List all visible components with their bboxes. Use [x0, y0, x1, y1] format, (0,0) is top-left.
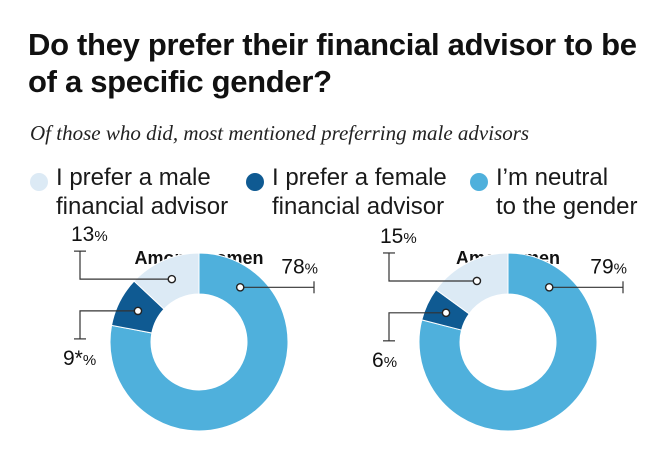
female-women-value-label: 9*% — [63, 347, 96, 370]
legend-swatch-neutral — [470, 173, 488, 191]
legend-item-female: I prefer a female financial advisor — [246, 163, 447, 221]
leader-male-men — [388, 252, 477, 282]
slice-neutral-women — [109, 252, 289, 432]
leader-male-women — [79, 251, 172, 280]
legend-label-female: I prefer a female financial advisor — [272, 164, 447, 220]
neutral-men-value-label: 79% — [590, 255, 627, 278]
leader-dot-male-men — [472, 276, 482, 286]
legend-label-male: I prefer a male financial advisor — [56, 164, 229, 220]
legend-label-neutral: I’m neutral to the gender — [496, 164, 638, 220]
slice-male-women — [133, 252, 200, 310]
leader-female-men — [388, 312, 447, 341]
neutral-women-value-label: 78% — [281, 255, 318, 278]
leader-dot-male-women — [167, 274, 177, 284]
chart-title: Do they prefer their financial advisor t… — [28, 27, 637, 99]
leader-dot-neutral-women — [235, 282, 245, 292]
slice-male-men — [435, 252, 509, 315]
chart-subtitle: Of those who did, most mentioned preferr… — [30, 121, 530, 145]
leader-dot-female-men — [441, 308, 451, 318]
male-men-value-label: 15% — [380, 225, 417, 248]
slice-neutral-men — [418, 252, 598, 432]
female-men-value-label: 6% — [372, 349, 397, 372]
leader-female-women — [79, 310, 138, 339]
leader-dot-female-women — [133, 306, 143, 316]
legend-item-male: I prefer a male financial advisor — [30, 163, 228, 221]
leader-dot-neutral-men — [544, 282, 554, 292]
legend-swatch-male — [30, 173, 48, 191]
legend-item-neutral: I’m neutral to the gender — [470, 163, 637, 221]
male-women-value-label: 13% — [71, 223, 108, 246]
legend-swatch-female — [246, 173, 264, 191]
